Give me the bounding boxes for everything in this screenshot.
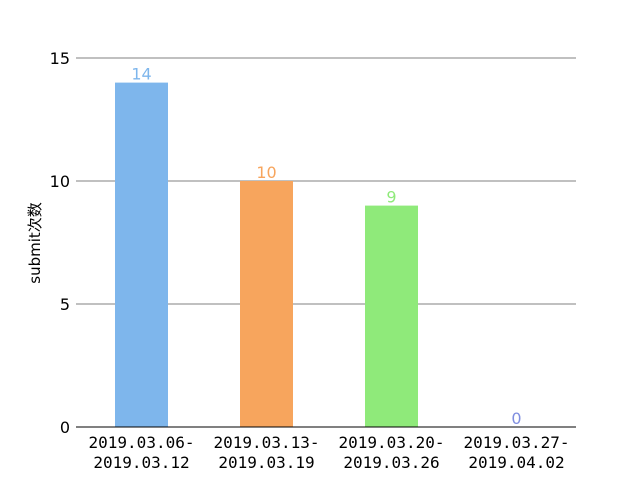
x-tick-label: 2019.03.20- <box>339 433 445 452</box>
y-tick-label: 10 <box>50 172 70 191</box>
bar <box>240 181 293 427</box>
bar <box>115 82 168 427</box>
x-tick-label: 2019.03.06- <box>89 433 195 452</box>
data-labels: 14 10 9 0 <box>131 65 521 428</box>
y-tick-label: 15 <box>50 49 70 68</box>
data-label: 14 <box>131 65 151 84</box>
y-tick-label: 0 <box>60 418 70 437</box>
x-tick-label: 2019.04.02 <box>468 453 564 472</box>
x-tick-labels: 2019.03.06-2019.03.122019.03.13-2019.03.… <box>89 433 570 472</box>
x-tick-label: 2019.03.27- <box>464 433 570 452</box>
data-label: 0 <box>511 409 521 428</box>
data-label: 10 <box>256 163 276 182</box>
bar <box>365 205 418 427</box>
x-tick-label: 2019.03.13- <box>214 433 320 452</box>
bars <box>115 82 418 427</box>
x-tick-label: 2019.03.12 <box>93 453 189 472</box>
y-tick-label: 5 <box>60 295 70 314</box>
data-label: 9 <box>386 188 396 207</box>
y-axis-label: submit次数 <box>26 202 44 284</box>
y-tick-labels: 0 5 10 15 <box>50 49 70 437</box>
x-tick-label: 2019.03.19 <box>218 453 314 472</box>
x-tick-label: 2019.03.26 <box>343 453 439 472</box>
